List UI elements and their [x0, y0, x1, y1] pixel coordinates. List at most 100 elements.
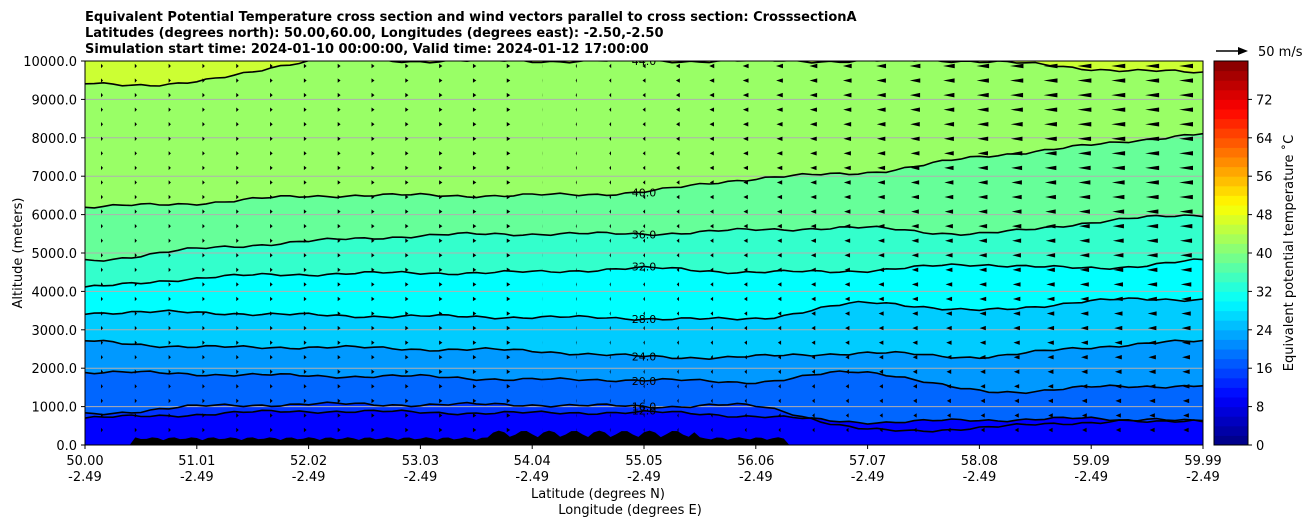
wind-vector: [1014, 384, 1020, 389]
wind-vector: [811, 311, 816, 316]
wind-vector: [405, 223, 409, 229]
colorbar-step: [1214, 224, 1248, 235]
wind-vector: [168, 340, 171, 345]
wind-vector: [506, 340, 511, 345]
colorbar: [1214, 61, 1248, 446]
wind-vector: [168, 282, 171, 287]
wind-vector: [710, 253, 714, 258]
wind-vector: [1115, 413, 1121, 418]
wind-vector: [472, 413, 477, 418]
wind-vector: [439, 325, 443, 331]
wind-vector: [1180, 296, 1192, 302]
wind-vector: [676, 180, 680, 185]
wind-vector: [506, 165, 511, 171]
wind-vector: [776, 122, 783, 127]
wind-vector: [371, 238, 375, 243]
wind-vector: [134, 267, 137, 273]
wind-vector: [303, 340, 307, 345]
wind-vector: [1079, 253, 1090, 258]
x-tick-label-lat: 59.09: [1073, 454, 1110, 469]
wind-vector: [1077, 122, 1092, 127]
wind-vector: [1048, 413, 1053, 418]
wind-vector: [202, 369, 205, 374]
colorbar-step: [1214, 425, 1248, 436]
wind-vector: [744, 325, 748, 331]
wind-vector: [1080, 311, 1089, 316]
y-tick-label: 5000.0: [32, 247, 78, 262]
wind-vector: [575, 296, 577, 302]
wind-vector: [609, 136, 612, 141]
colorbar-step: [1214, 358, 1248, 369]
wind-vector: [946, 340, 952, 345]
wind-vector: [236, 325, 239, 331]
wind-vector: [405, 63, 409, 69]
wind-vector: [439, 369, 443, 374]
wind-vector: [1183, 413, 1189, 418]
wind-vector: [944, 223, 953, 229]
wind-vector: [878, 311, 884, 316]
wind-vector: [236, 122, 239, 127]
wind-vector: [405, 413, 409, 418]
wind-vector: [845, 340, 850, 345]
wind-vector: [844, 253, 851, 258]
wind-vector: [1145, 63, 1160, 69]
wind-vector: [439, 267, 443, 273]
wind-vector: [743, 136, 749, 141]
wind-vector: [303, 413, 307, 418]
wind-vector: [642, 238, 646, 243]
wind-vector: [134, 78, 137, 83]
wind-vector: [270, 311, 273, 316]
wind-vector: [371, 107, 375, 112]
wind-vector: [710, 325, 713, 331]
wind-vector: [101, 384, 103, 389]
wind-vector: [742, 78, 749, 83]
wind-vector: [709, 194, 714, 200]
wind-vector: [506, 209, 511, 214]
wind-vector: [743, 238, 748, 243]
wind-vector: [101, 223, 103, 229]
wind-vector: [1115, 384, 1122, 389]
wind-vector: [101, 253, 103, 258]
wind-vector: [575, 107, 577, 112]
wind-vector: [1080, 340, 1088, 345]
wind-vector: [910, 180, 920, 185]
colorbar-step: [1214, 339, 1248, 350]
x-tick-label-lat: 55.05: [625, 454, 662, 469]
colorbar-step: [1214, 89, 1248, 100]
wind-vector: [371, 194, 375, 200]
contour-label: 44.0: [632, 55, 657, 68]
wind-vector: [506, 398, 511, 404]
wind-vector: [168, 165, 171, 171]
wind-vector: [202, 78, 205, 83]
wind-vector: [710, 384, 713, 389]
wind-vector: [844, 296, 850, 302]
wind-vector: [1147, 296, 1157, 302]
wind-vector: [506, 325, 511, 331]
wind-vector: [270, 427, 273, 433]
wind-vector: [1179, 209, 1193, 214]
chart-title-line-2: Latitudes (degrees north): 50.00,60.00, …: [85, 26, 664, 41]
wind-vector: [405, 238, 409, 243]
wind-vector: [676, 107, 680, 112]
wind-vector: [1181, 325, 1191, 331]
wind-vector: [134, 296, 137, 302]
wind-vector: [843, 122, 852, 127]
wind-vector: [677, 427, 679, 433]
wind-vector: [101, 78, 103, 83]
colorbar-step: [1214, 137, 1248, 148]
wind-vector: [1113, 282, 1123, 287]
wind-vector: [134, 238, 137, 243]
wind-vector: [405, 340, 409, 345]
wind-vector: [609, 296, 611, 302]
wind-vector: [710, 369, 713, 374]
wind-vector: [709, 63, 715, 69]
wind-vector: [134, 223, 137, 229]
wind-vector: [1181, 311, 1191, 316]
wind-vector: [439, 180, 443, 185]
wind-vector: [642, 194, 646, 200]
colorbar-tick-label: 24: [1256, 324, 1273, 339]
wind-vector: [371, 78, 375, 83]
wind-vector: [943, 92, 955, 98]
wind-vector: [776, 92, 783, 98]
wind-vector: [676, 253, 680, 258]
